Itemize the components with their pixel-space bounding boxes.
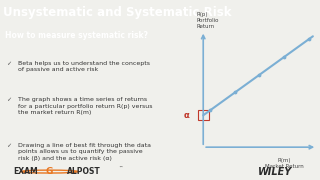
Point [306,38,311,41]
Text: ✓: ✓ [5,61,11,66]
Point [208,109,213,112]
Text: Unsystematic and Systematic Risk: Unsystematic and Systematic Risk [3,6,232,19]
Text: R(p)
Portfolio
Return: R(p) Portfolio Return [196,12,219,29]
Text: ✓: ✓ [5,97,11,102]
Point [282,56,287,58]
Text: EXAM: EXAM [13,167,37,176]
Text: R(m)
Market Return: R(m) Market Return [265,158,304,169]
Bar [197,111,209,120]
Point [257,73,262,76]
Text: ✓: ✓ [5,143,11,148]
Text: ™: ™ [118,165,123,169]
Text: G: G [46,167,53,176]
Text: ALPOST: ALPOST [67,167,101,176]
Text: α: α [183,111,189,120]
Text: WILEY: WILEY [258,166,292,177]
Point [232,91,237,94]
Text: How to measure systematic risk?: How to measure systematic risk? [5,31,148,40]
Text: The graph shows a time series of returns
for a particular portfolio return R(p) : The graph shows a time series of returns… [19,97,153,115]
Text: Drawing a line of best fit through the data
points allows us to quantify the pas: Drawing a line of best fit through the d… [19,143,151,161]
Text: Beta helps us to understand the concepts
of passive and active risk: Beta helps us to understand the concepts… [19,61,150,72]
